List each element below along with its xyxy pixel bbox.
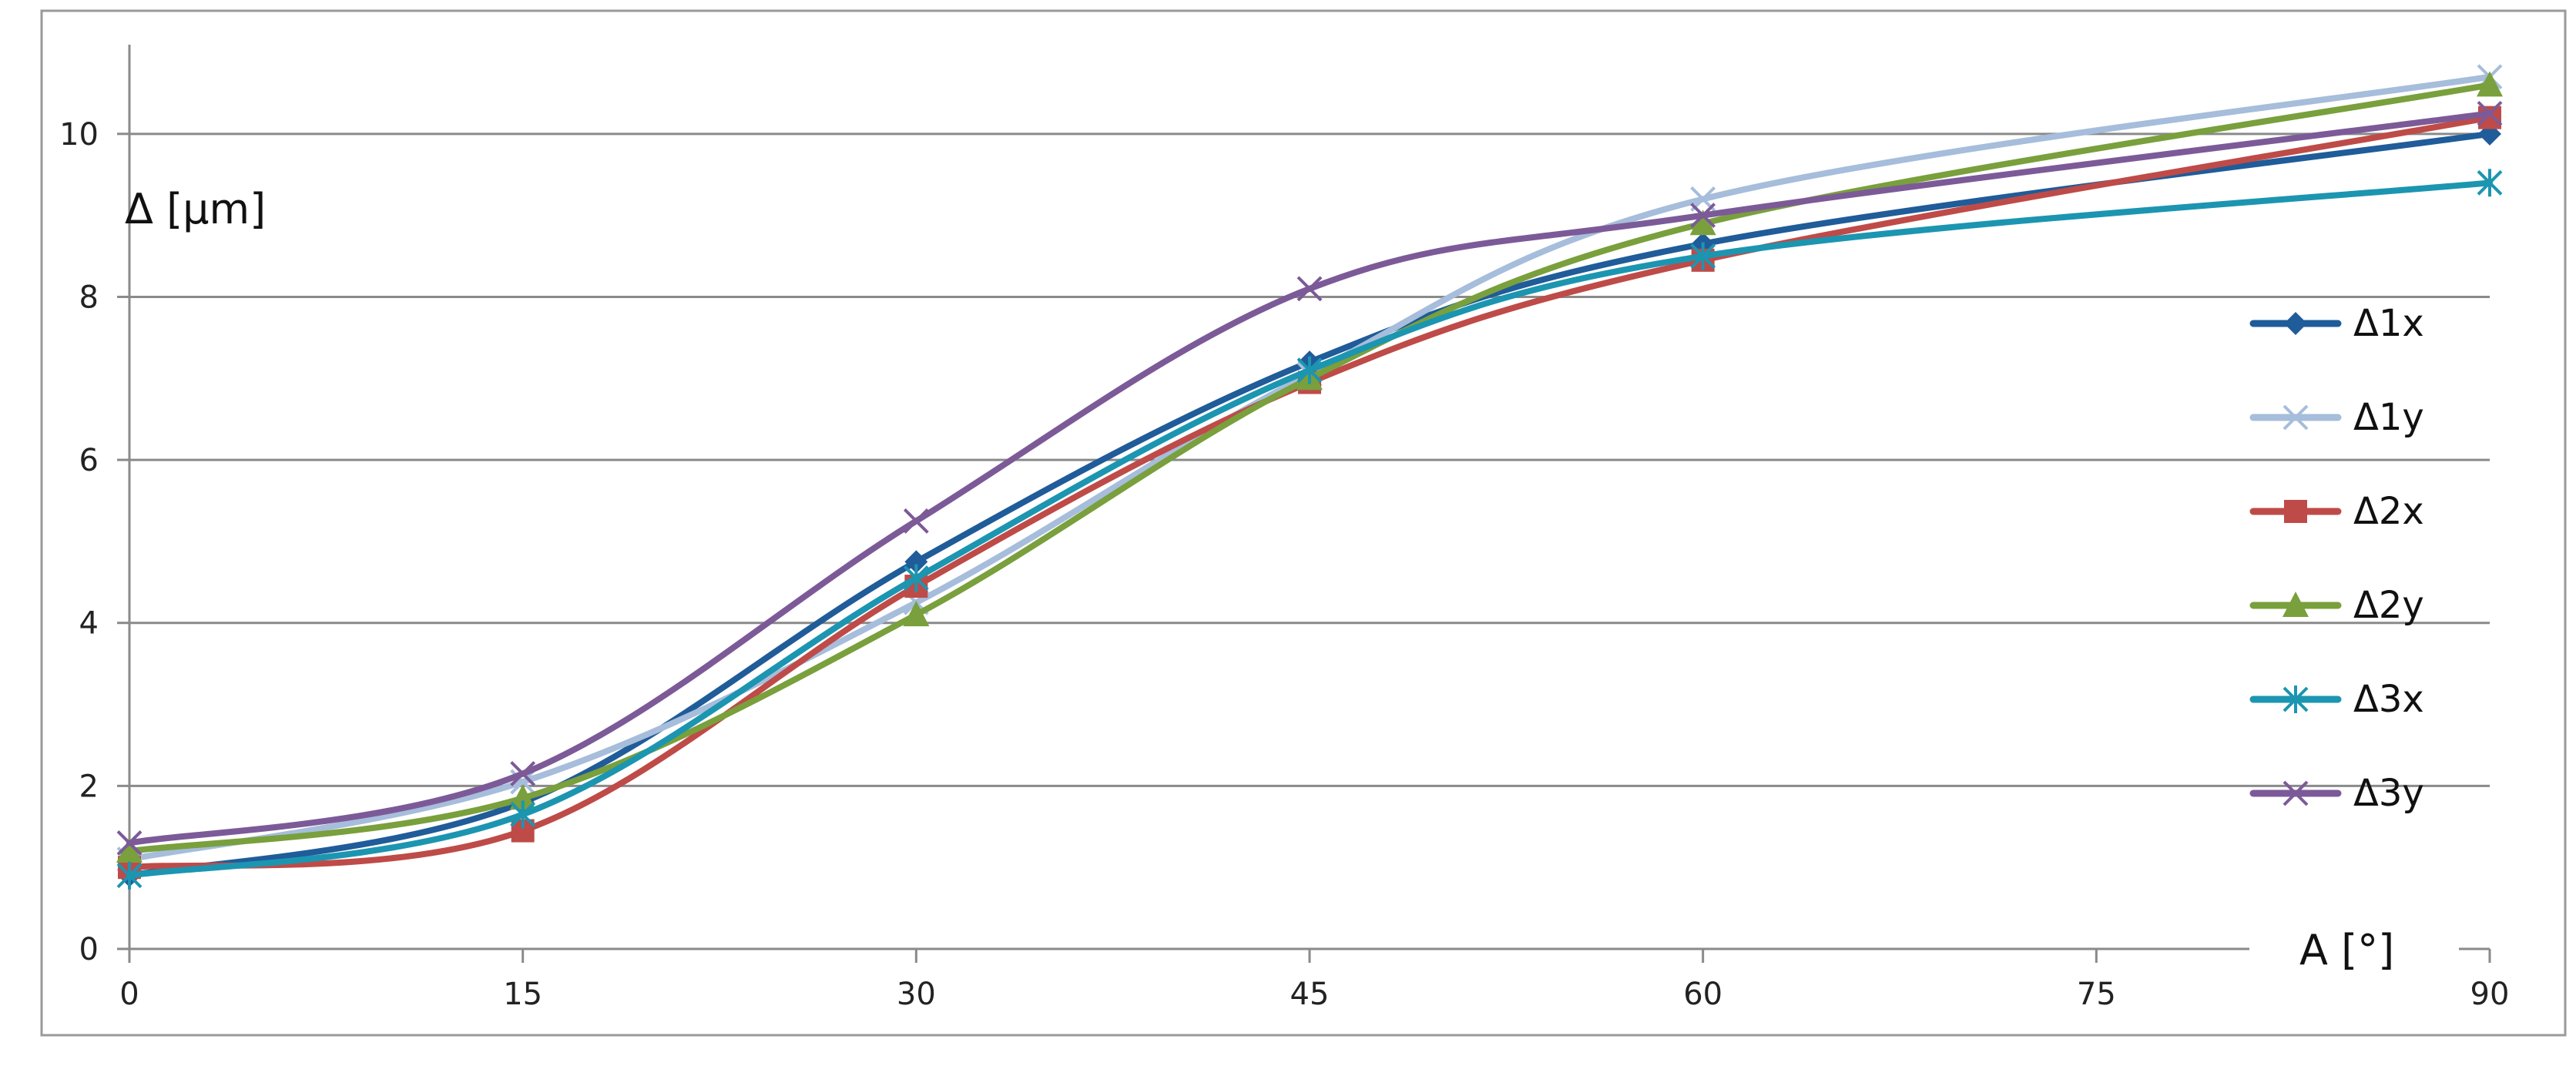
axes (117, 45, 2491, 963)
y-tick-label: 4 (79, 606, 99, 642)
marker-x (116, 830, 143, 856)
y-axis-title: Δ [µm] (125, 185, 266, 233)
marker-x (1690, 203, 1716, 229)
marker-asterisk (2283, 685, 2309, 713)
marker-triangle (116, 837, 143, 863)
marker-asterisk (510, 800, 536, 829)
series-line (126, 73, 2493, 863)
series-5 (116, 169, 2503, 890)
marker-triangle (2283, 592, 2309, 617)
x-tick-label: 75 (2077, 977, 2116, 1012)
x-tick-label: 30 (897, 977, 936, 1012)
series-6 (116, 100, 2503, 856)
legend-label: Δ1x (2353, 302, 2424, 345)
legend-item: Δ1y (2249, 396, 2424, 439)
x-tick-label: 0 (119, 977, 139, 1012)
marker-x (2283, 780, 2309, 806)
marker-asterisk (2477, 169, 2503, 197)
x-tick-label: 15 (503, 977, 542, 1012)
legend: Δ1x Δ1y Δ2x Δ2y Δ3x Δ3y (2249, 302, 2424, 815)
legend-item: Δ1x (2249, 302, 2424, 345)
legend-label: Δ1y (2353, 396, 2424, 439)
marker-triangle (1689, 210, 1716, 236)
y-tick-label: 0 (79, 932, 99, 967)
x-tick-label: 90 (2470, 977, 2510, 1012)
chart-border (40, 9, 2567, 1037)
marker-x (1296, 276, 1323, 302)
x-tick-label: 60 (1683, 977, 1722, 1012)
legend-label: Δ2y (2353, 584, 2424, 627)
marker-x (510, 761, 536, 786)
marker-asterisk (1690, 242, 1716, 270)
x-axis-title: A [°] (2299, 926, 2394, 974)
series-line (126, 110, 2493, 846)
x-tick-label: 45 (1290, 977, 1330, 1012)
marker-triangle (903, 601, 930, 627)
marker-diamond (2284, 312, 2307, 335)
y-tick-label: 6 (79, 443, 99, 478)
marker-asterisk (1296, 356, 1323, 384)
marker-x (903, 508, 929, 534)
legend-item: Δ3y (2249, 772, 2424, 815)
legend-item: Δ2y (2249, 584, 2424, 627)
legend-label: Δ3x (2353, 678, 2424, 721)
legend-item: Δ3x (2249, 678, 2424, 721)
marker-diamond (904, 550, 928, 574)
series-line (126, 130, 2493, 879)
y-tick-label: 10 (59, 117, 99, 153)
series-line (126, 114, 2493, 871)
series-layer (116, 64, 2503, 890)
marker-asterisk (116, 861, 143, 890)
marker-triangle (2477, 71, 2503, 97)
marker-square (2284, 500, 2307, 523)
grid-lines (129, 132, 2490, 787)
marker-x (2283, 404, 2309, 431)
y-tick-label: 2 (79, 769, 99, 804)
y-tick-label: 8 (79, 280, 99, 315)
marker-x (2477, 100, 2503, 126)
series-line (126, 179, 2493, 879)
tick-labels: 0 2 4 6 8 10 0 15 30 45 60 75 90 (59, 117, 2509, 1012)
legend-label: Δ3y (2353, 772, 2424, 815)
legend-item: Δ2x (2249, 490, 2424, 533)
series-4 (116, 71, 2503, 863)
marker-triangle (509, 784, 536, 810)
legend-label: Δ2x (2353, 490, 2424, 533)
marker-asterisk (903, 564, 929, 592)
series-line (126, 82, 2493, 855)
